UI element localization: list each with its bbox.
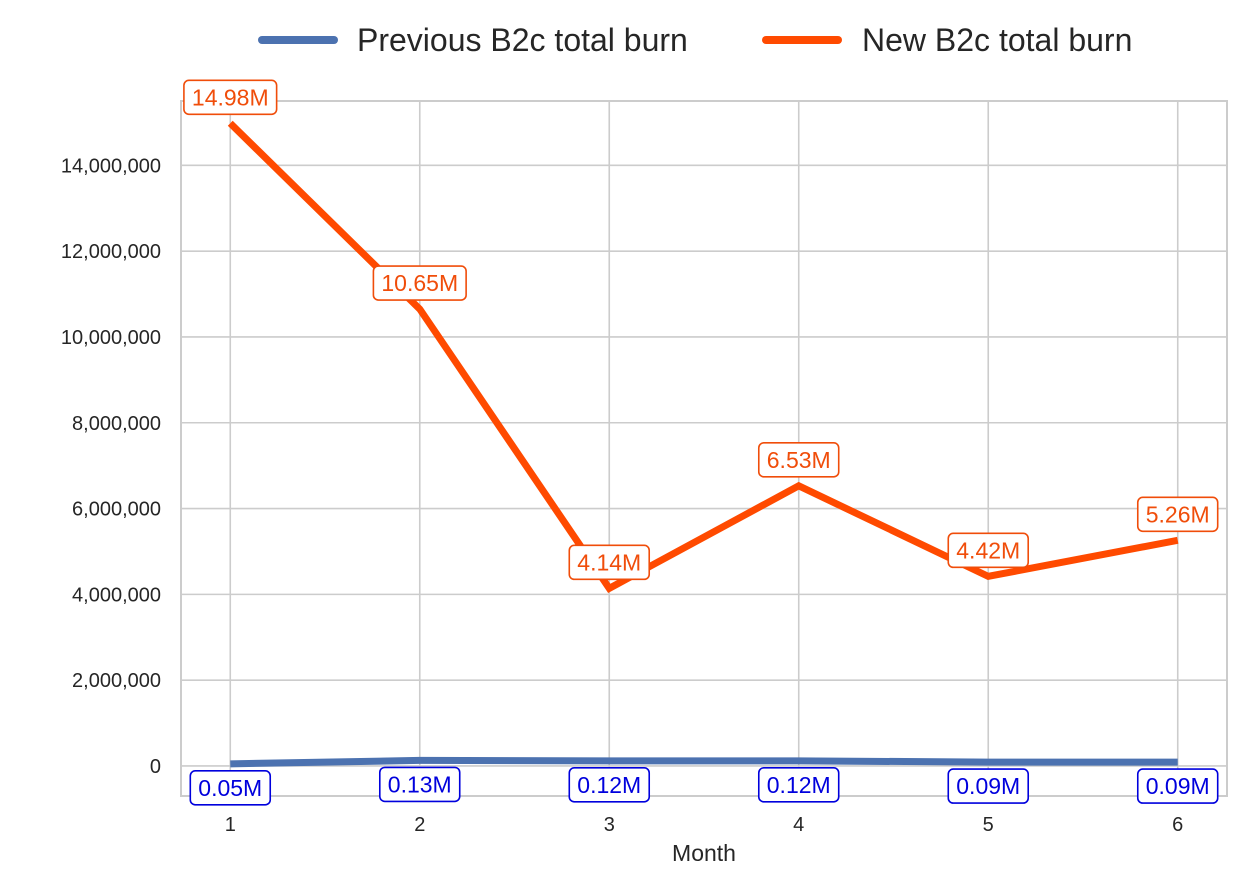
data-label: 10.65M bbox=[372, 265, 467, 301]
x-axis-tick-labels: 1 2 3 4 5 6 bbox=[225, 814, 1184, 836]
y-tick-label: 4,000,000 bbox=[72, 584, 161, 606]
data-label-text: 5.26M bbox=[1146, 501, 1210, 527]
x-tick-label: 1 bbox=[225, 814, 236, 836]
x-tick-label: 4 bbox=[793, 814, 804, 836]
data-label: 0.12M bbox=[568, 767, 651, 803]
data-label: 0.05M bbox=[189, 770, 272, 806]
data-label-box bbox=[1136, 496, 1219, 533]
data-label-box bbox=[568, 767, 651, 803]
data-label-text: 0.09M bbox=[956, 773, 1020, 799]
data-label-box bbox=[1136, 768, 1219, 804]
legend-label: New B2c total burn bbox=[862, 22, 1132, 58]
data-label: 0.12M bbox=[757, 767, 840, 803]
data-label-box bbox=[757, 767, 840, 803]
data-label: 5.26M bbox=[1136, 496, 1219, 533]
legend-entry: New B2c total burn bbox=[762, 22, 1132, 58]
legend-label: Previous B2c total burn bbox=[357, 22, 688, 58]
y-tick-label: 0 bbox=[150, 756, 161, 778]
data-label-text: 6.53M bbox=[767, 447, 831, 473]
data-label-box bbox=[947, 532, 1030, 569]
x-tick-label: 2 bbox=[414, 814, 425, 836]
data-label: 0.09M bbox=[947, 768, 1030, 804]
data-label-box bbox=[378, 766, 461, 803]
data-label: 0.09M bbox=[1136, 768, 1219, 804]
y-tick-label: 6,000,000 bbox=[72, 499, 161, 521]
x-tick-label: 5 bbox=[983, 814, 994, 836]
data-label: 4.14M bbox=[568, 544, 651, 581]
data-label-text: 4.42M bbox=[956, 537, 1020, 563]
data-label: 6.53M bbox=[757, 442, 840, 478]
x-axis-title: Month bbox=[672, 840, 736, 866]
data-label-text: 0.05M bbox=[198, 775, 262, 801]
data-label-text: 4.14M bbox=[577, 549, 641, 575]
data-label-text: 0.12M bbox=[577, 772, 641, 798]
data-label-box bbox=[568, 544, 651, 581]
data-label-box bbox=[183, 79, 278, 116]
grid-lines bbox=[181, 101, 1227, 796]
y-tick-label: 10,000,000 bbox=[61, 327, 161, 349]
series-line-2 bbox=[227, 120, 1179, 593]
data-label: 0.13M bbox=[378, 766, 461, 803]
x-tick-label: 3 bbox=[604, 814, 615, 836]
y-tick-label: 12,000,000 bbox=[61, 241, 161, 263]
data-label-text: 0.13M bbox=[388, 771, 452, 797]
series-line-1 bbox=[230, 756, 1178, 768]
legend-entry: Previous B2c total burn bbox=[258, 22, 688, 58]
data-label: 4.42M bbox=[947, 532, 1030, 569]
data-label-box bbox=[372, 265, 467, 301]
data-label-box bbox=[947, 768, 1030, 804]
data-label: 14.98M bbox=[183, 79, 278, 116]
data-labels: 0.05M 0.13M 0.12M 0.12M 0.09M 0.09M 14.98M 10.6… bbox=[183, 79, 1219, 806]
data-label-box bbox=[757, 442, 840, 478]
y-tick-label: 2,000,000 bbox=[72, 670, 161, 692]
data-label-box bbox=[189, 770, 272, 806]
plot-area-frame bbox=[180, 100, 1228, 797]
legend: Previous B2c total burn New B2c total bur… bbox=[258, 22, 1132, 58]
data-label-text: 0.09M bbox=[1146, 773, 1210, 799]
y-tick-label: 8,000,000 bbox=[72, 413, 161, 435]
y-axis-tick-labels: 0 2,000,000 4,000,000 6,000,000 8,000,000 10,… bbox=[61, 155, 161, 778]
data-label-text: 0.12M bbox=[767, 772, 831, 798]
y-tick-label: 14,000,000 bbox=[61, 155, 161, 177]
series-lines bbox=[227, 120, 1179, 768]
data-label-text: 14.98M bbox=[192, 84, 269, 110]
data-label-text: 10.65M bbox=[381, 270, 458, 296]
x-tick-label: 6 bbox=[1172, 814, 1183, 836]
